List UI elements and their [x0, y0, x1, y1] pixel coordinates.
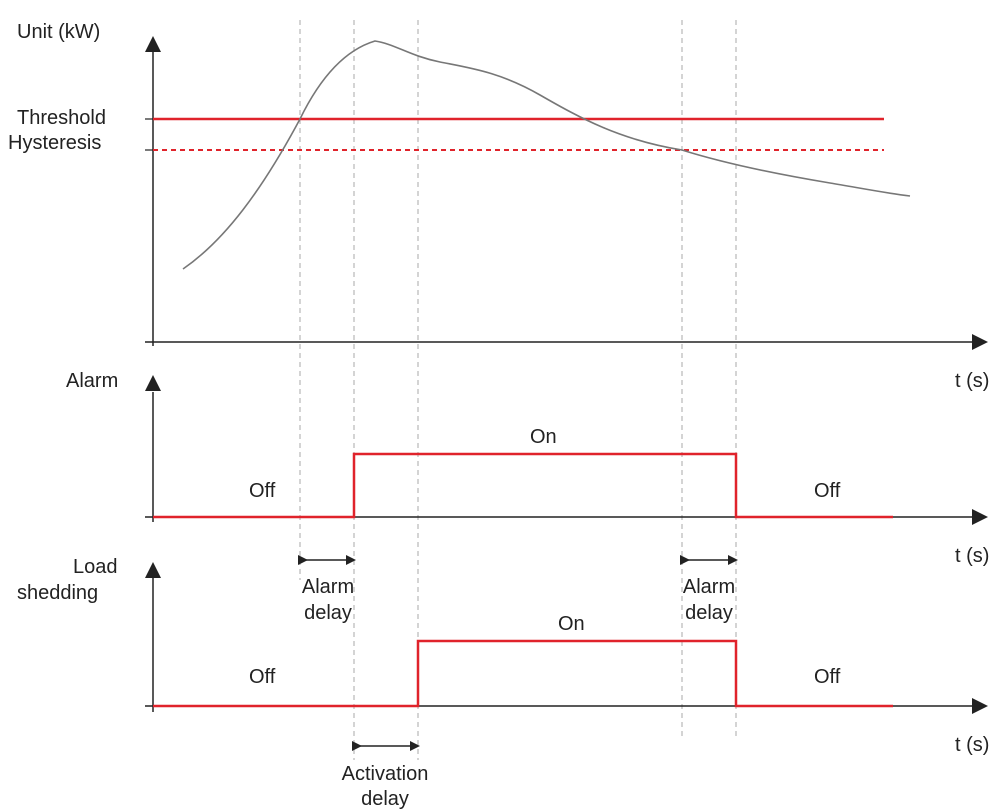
activation-delay-label-line1: Activation [342, 763, 429, 785]
alarm-signal [153, 452, 893, 519]
activation-delay-marker: Activation delay [342, 741, 429, 810]
alarm-on-delay-label-line1: Alarm [302, 576, 354, 598]
load-on-label: On [558, 613, 585, 635]
load-y-axis-label-line2: shedding [17, 582, 98, 604]
load-off-left-label: Off [249, 666, 276, 688]
alarm-off-right-label: Off [814, 480, 841, 502]
alarm-delay-markers: Alarm delay Alarm delay [298, 555, 738, 624]
load-y-axis-arrow-icon [145, 562, 161, 578]
power-x-axis-label: t (s) [955, 370, 989, 392]
alarm-off-left-label: Off [249, 480, 276, 502]
alarm-y-axis-arrow-icon [145, 375, 161, 391]
alarm-off-delay-label-line2: delay [685, 602, 733, 624]
alarm-off-delay-label-line1: Alarm [683, 576, 735, 598]
load-off-right-label: Off [814, 666, 841, 688]
load-x-axis-arrow-icon [972, 698, 988, 714]
alarm-chart: Alarm Off On Off t (s) [66, 370, 989, 567]
vertical-guides [299, 20, 737, 760]
alarm-x-axis-label: t (s) [955, 545, 989, 567]
load-shedding-signal [153, 639, 893, 708]
load-x-axis-label: t (s) [955, 734, 989, 756]
alarm-y-axis-label: Alarm [66, 370, 118, 392]
power-chart: Unit (kW) Threshold Hysteresis t (s) [8, 21, 989, 392]
activation-delay-label-line2: delay [361, 788, 409, 810]
power-x-axis-arrow-icon [972, 334, 988, 350]
threshold-label: Threshold [17, 107, 106, 129]
alarm-x-axis-arrow-icon [972, 509, 988, 525]
alarm-on-delay-label-line2: delay [304, 602, 352, 624]
hysteresis-label: Hysteresis [8, 132, 101, 154]
alarm-on-label: On [530, 426, 557, 448]
power-curve [182, 40, 911, 270]
load-y-axis-label-line1: Load [73, 556, 118, 578]
power-y-axis-label: Unit (kW) [17, 21, 100, 43]
load-shedding-chart: Load shedding Off On Off t (s) [17, 556, 989, 756]
power-y-axis-arrow-icon [145, 36, 161, 52]
